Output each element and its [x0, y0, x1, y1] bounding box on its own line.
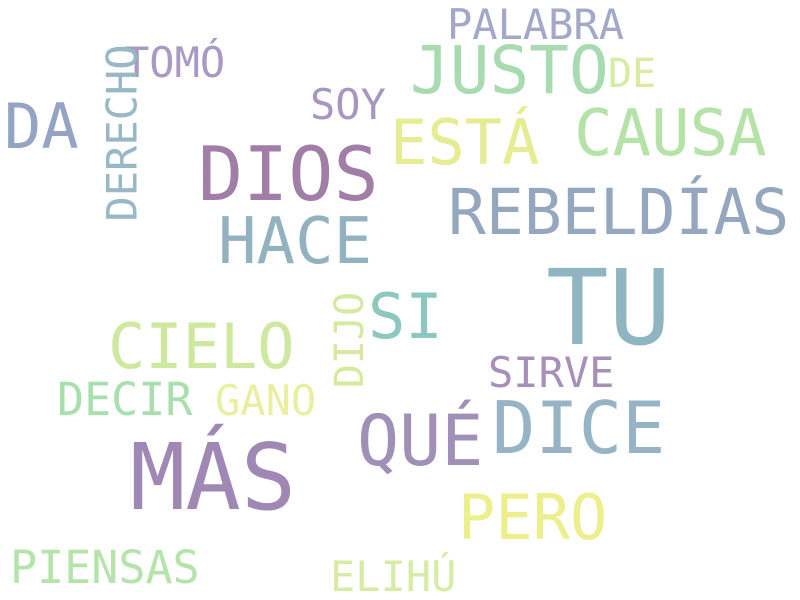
word-piensas: PIENSAS: [10, 541, 200, 594]
word-justo: JUSTO: [410, 32, 609, 109]
word-rebeldias: REBELDÍAS: [448, 176, 790, 249]
word-causa: CAUSA: [574, 97, 767, 171]
word-cielo: CIELO: [108, 310, 295, 383]
word-da: DA: [4, 90, 79, 163]
word-dijo: DIJO: [327, 291, 374, 389]
word-decir: DECIR: [57, 373, 193, 426]
word-esta: ESTÁ: [390, 106, 540, 179]
word-tomo: TOMÓ: [124, 38, 226, 87]
word-soy: SOY: [310, 80, 386, 129]
word-dios: DIOS: [198, 130, 379, 218]
word-pero: PERO: [458, 481, 608, 554]
word-de: DE: [608, 51, 657, 97]
word-tu: TU: [546, 247, 672, 369]
word-elihu: ELIHÚ: [330, 552, 457, 600]
word-hace: HACE: [218, 205, 373, 279]
word-palabra: PALABRA: [447, 0, 625, 49]
word-sirve: SIRVE: [488, 348, 615, 397]
word-mas: MÁS: [130, 424, 297, 531]
word-dice: DICE: [492, 386, 666, 470]
word-que: QUÉ: [357, 400, 484, 482]
word-si: SI: [368, 280, 443, 353]
word-derecho: DERECHO: [97, 44, 147, 222]
word-gano: GANO: [215, 376, 317, 425]
